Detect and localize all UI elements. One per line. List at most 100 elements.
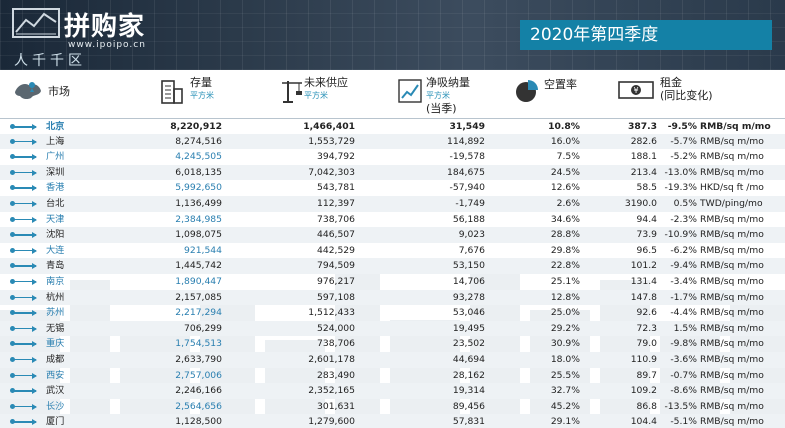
cell-rent-change: 1.5% xyxy=(673,322,697,334)
cell-rent: 101.2 xyxy=(630,260,657,272)
table-row: 大连 921,544 442,529 7,676 29.8% 96.5 -6.2% RMB/s… xyxy=(0,243,785,259)
cell-stock: 2,757,006 xyxy=(175,369,222,381)
header-absorb-note: (当季) xyxy=(426,102,457,115)
cell-city: 长沙 xyxy=(46,400,65,412)
cell-rent-change: -1.7% xyxy=(670,291,697,303)
cell-absorb: 31,549 xyxy=(449,121,485,132)
cell-rent-change: -8.6% xyxy=(670,385,697,397)
row-arrow-icon xyxy=(10,138,38,145)
cell-rent: 387.3 xyxy=(627,121,657,132)
cell-city: 台北 xyxy=(46,197,65,209)
cell-city: 香港 xyxy=(46,182,65,194)
cell-rent-change: -2.3% xyxy=(670,213,697,225)
cell-vacancy: 28.8% xyxy=(550,229,580,241)
cell-supply: 794,509 xyxy=(317,260,355,272)
cell-city: 天津 xyxy=(46,213,65,225)
cell-absorb: 184,675 xyxy=(447,166,485,178)
cell-city: 杭州 xyxy=(46,291,65,303)
cell-city: 武汉 xyxy=(46,385,65,397)
cell-absorb: 9,023 xyxy=(458,229,485,241)
svg-text:¥: ¥ xyxy=(633,86,638,95)
cell-vacancy: 29.1% xyxy=(550,416,580,428)
cell-supply: 112,397 xyxy=(317,197,355,209)
cell-supply: 738,706 xyxy=(317,338,355,350)
row-arrow-icon xyxy=(10,310,38,317)
cell-supply: 283,490 xyxy=(317,369,355,381)
cell-absorb: 89,456 xyxy=(452,400,485,412)
cell-rent: 213.4 xyxy=(630,166,657,178)
cell-rent-change: -5.2% xyxy=(670,151,697,163)
table-header: 市场 存量 平方米 未来供应 平方米 净吸纳量 平方米 (当季) 空置率 ¥ xyxy=(0,70,785,115)
table-row: 武汉 2,246,166 2,352,165 19,314 32.7% 109.2 -8.6… xyxy=(0,383,785,399)
cell-city: 沈阳 xyxy=(46,229,65,241)
cell-unit: HKD/sq ft /mo xyxy=(700,182,764,194)
cell-city: 青岛 xyxy=(46,260,65,272)
cell-absorb: -57,940 xyxy=(449,182,485,194)
cell-vacancy: 25.1% xyxy=(550,275,580,287)
market-table: 北京 8,220,912 1,466,401 31,549 10.8% 387.3 -9.5… xyxy=(0,118,785,428)
cell-unit: RMB/sq m/mo xyxy=(700,260,764,272)
table-row: 杭州 2,157,085 597,108 93,278 12.8% 147.8 -1.7% R… xyxy=(0,289,785,306)
cell-rent-change: -13.0% xyxy=(664,166,697,178)
cell-stock: 8,220,912 xyxy=(170,121,222,132)
cell-stock: 6,018,135 xyxy=(175,166,222,178)
table-row: 上海 8,274,516 1,553,729 114,892 16.0% 282.6 -5.… xyxy=(0,133,785,150)
cell-supply: 394,792 xyxy=(317,151,355,163)
cell-unit: RMB/sq m/mo xyxy=(700,121,771,132)
cell-absorb: 53,046 xyxy=(452,307,485,319)
cell-unit: RMB/sq m/mo xyxy=(700,166,764,178)
cell-unit: RMB/sq m/mo xyxy=(700,416,764,428)
cell-stock: 2,246,166 xyxy=(175,385,222,397)
cell-vacancy: 7.5% xyxy=(556,151,580,163)
cell-unit: RMB/sq m/mo xyxy=(700,229,764,241)
table-row: 台北 1,136,499 112,397 -1,749 2.6% 3190.0 0.5% TW… xyxy=(0,195,785,212)
header-rent-label: 租金 xyxy=(660,76,682,89)
row-arrow-icon xyxy=(10,341,38,348)
cell-stock: 921,544 xyxy=(184,244,222,256)
cell-rent-change: -19.3% xyxy=(664,182,697,194)
cell-stock: 1,754,513 xyxy=(175,338,222,350)
chart-icon xyxy=(398,79,422,103)
cell-city: 大连 xyxy=(46,244,65,256)
cell-vacancy: 24.5% xyxy=(550,166,580,178)
row-arrow-icon xyxy=(10,263,38,270)
cell-stock: 4,245,505 xyxy=(175,151,222,163)
logo-chart-icon xyxy=(12,8,60,38)
cell-rent: 131.4 xyxy=(630,275,657,287)
cell-rent: 89.7 xyxy=(636,369,657,381)
cell-unit: RMB/sq m/mo xyxy=(700,151,764,163)
cell-city: 无锡 xyxy=(46,322,65,334)
row-arrow-icon xyxy=(10,325,38,332)
cell-vacancy: 34.6% xyxy=(550,213,580,225)
header-city: 市场 xyxy=(48,85,70,98)
money-icon: ¥ xyxy=(618,81,654,99)
cell-rent: 3190.0 xyxy=(624,197,657,209)
header-stock-label: 存量 xyxy=(190,76,212,89)
cell-supply: 1,466,401 xyxy=(303,121,355,132)
row-arrow-icon xyxy=(10,419,38,426)
cell-rent-change: -5.7% xyxy=(670,135,697,147)
header-stock-unit: 平方米 xyxy=(190,91,214,100)
cell-absorb: 93,278 xyxy=(452,291,485,303)
cell-supply: 1,279,600 xyxy=(308,416,355,428)
cell-stock: 2,217,294 xyxy=(175,307,222,319)
table-row: 沈阳 1,098,075 446,507 9,023 28.8% 73.9 -10.9% RM… xyxy=(0,227,785,243)
cell-absorb: -19,578 xyxy=(449,151,485,163)
cell-rent-change: -0.7% xyxy=(670,369,697,381)
table-row: 天津 2,384,985 738,706 56,188 34.6% 94.4 -2.3% RM… xyxy=(0,212,785,228)
cell-stock: 2,633,790 xyxy=(175,353,222,365)
cell-vacancy: 30.9% xyxy=(550,338,580,350)
cell-vacancy: 18.0% xyxy=(550,353,580,365)
cell-supply: 1,553,729 xyxy=(308,135,355,147)
table-row: 深圳 6,018,135 7,042,303 184,675 24.5% 213.4 -13… xyxy=(0,164,785,181)
cell-vacancy: 29.8% xyxy=(550,244,580,256)
cell-supply: 976,217 xyxy=(317,275,355,287)
map-icon xyxy=(15,82,41,100)
cell-absorb: 7,676 xyxy=(458,244,485,256)
table-row: 广州 4,245,505 394,792 -19,578 7.5% 188.1 -5.2% R… xyxy=(0,149,785,165)
cell-absorb: 44,694 xyxy=(452,353,485,365)
cell-unit: RMB/sq m/mo xyxy=(700,338,764,350)
cell-vacancy: 32.7% xyxy=(550,385,580,397)
cell-supply: 442,529 xyxy=(317,244,355,256)
cell-rent: 282.6 xyxy=(630,135,657,147)
